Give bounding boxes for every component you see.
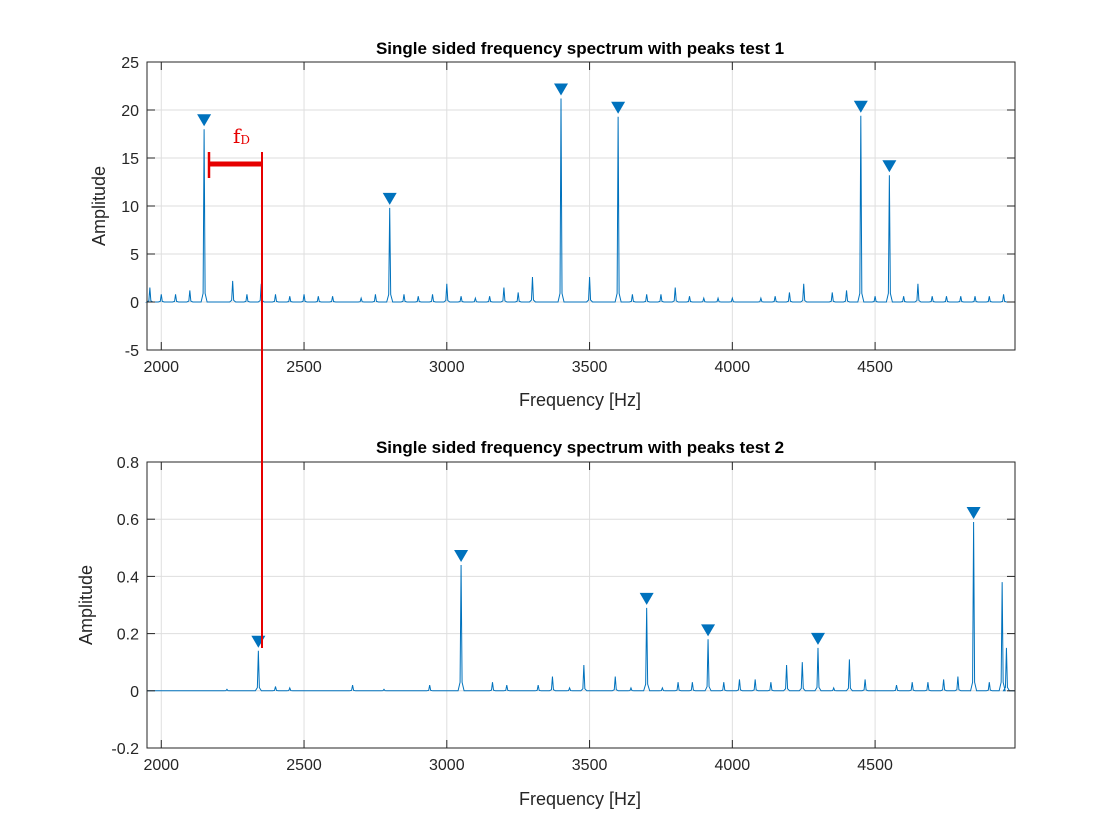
x-tick-label: 4500 — [857, 757, 893, 774]
y-tick-label: -5 — [125, 343, 139, 360]
x-tick-label: 4500 — [857, 359, 893, 376]
bottom-peak-marker — [639, 592, 654, 605]
bottom-plot: Single sided frequency spectrum with pea… — [76, 438, 1016, 809]
y-tick-label: 0.2 — [117, 627, 139, 644]
top-spectrum-line — [144, 98, 1015, 303]
bottom-spectrum-line — [147, 522, 1015, 692]
x-tick-label: 2000 — [143, 757, 179, 774]
y-tick-label: -0.2 — [111, 741, 139, 758]
y-tick-label: 0 — [130, 295, 139, 312]
x-tick-label: 2500 — [286, 359, 322, 376]
bottom-plot-ylabel: Amplitude — [76, 565, 96, 645]
top-peak-marker — [611, 101, 626, 114]
x-tick-label: 4000 — [715, 359, 751, 376]
y-tick-label: 0.6 — [117, 512, 139, 529]
frequency-shift-annotation: fD — [207, 124, 263, 648]
y-tick-label: 20 — [121, 103, 139, 120]
top-plot-ylabel: Amplitude — [89, 166, 109, 246]
bottom-plot-title: Single sided frequency spectrum with pea… — [376, 438, 784, 457]
x-tick-label: 3500 — [572, 359, 608, 376]
y-tick-label: 25 — [121, 55, 139, 72]
fd-label: fD — [233, 124, 250, 148]
bottom-peak-marker — [251, 635, 266, 648]
x-tick-label: 3000 — [429, 359, 465, 376]
bottom-peak-marker — [701, 624, 716, 637]
bottom-plot-xlabel: Frequency [Hz] — [519, 789, 641, 809]
bottom-peak-marker — [810, 632, 825, 645]
y-tick-label: 0 — [130, 684, 139, 701]
bottom-axes-frame — [146, 461, 1016, 749]
top-peak-marker — [882, 160, 897, 173]
y-tick-label: 15 — [121, 151, 139, 168]
top-peak-marker — [853, 100, 868, 113]
top-peak-marker — [554, 83, 569, 96]
y-tick-label: 0.8 — [117, 455, 139, 472]
top-plot-title: Single sided frequency spectrum with pea… — [376, 39, 784, 58]
x-tick-label: 4000 — [715, 757, 751, 774]
x-tick-label: 2500 — [286, 757, 322, 774]
bottom-peak-marker — [454, 549, 469, 562]
top-peak-marker — [197, 114, 212, 127]
x-tick-label: 3000 — [429, 757, 465, 774]
top-plot-xlabel: Frequency [Hz] — [519, 390, 641, 410]
bottom-peak-marker — [966, 507, 981, 520]
x-tick-label: 2000 — [143, 359, 179, 376]
y-tick-label: 5 — [130, 247, 139, 264]
x-tick-label: 3500 — [572, 757, 608, 774]
y-tick-label: 0.4 — [117, 569, 139, 586]
y-tick-label: 10 — [121, 199, 139, 216]
top-plot: Single sided frequency spectrum with pea… — [89, 39, 1016, 410]
top-peak-marker — [382, 192, 397, 205]
